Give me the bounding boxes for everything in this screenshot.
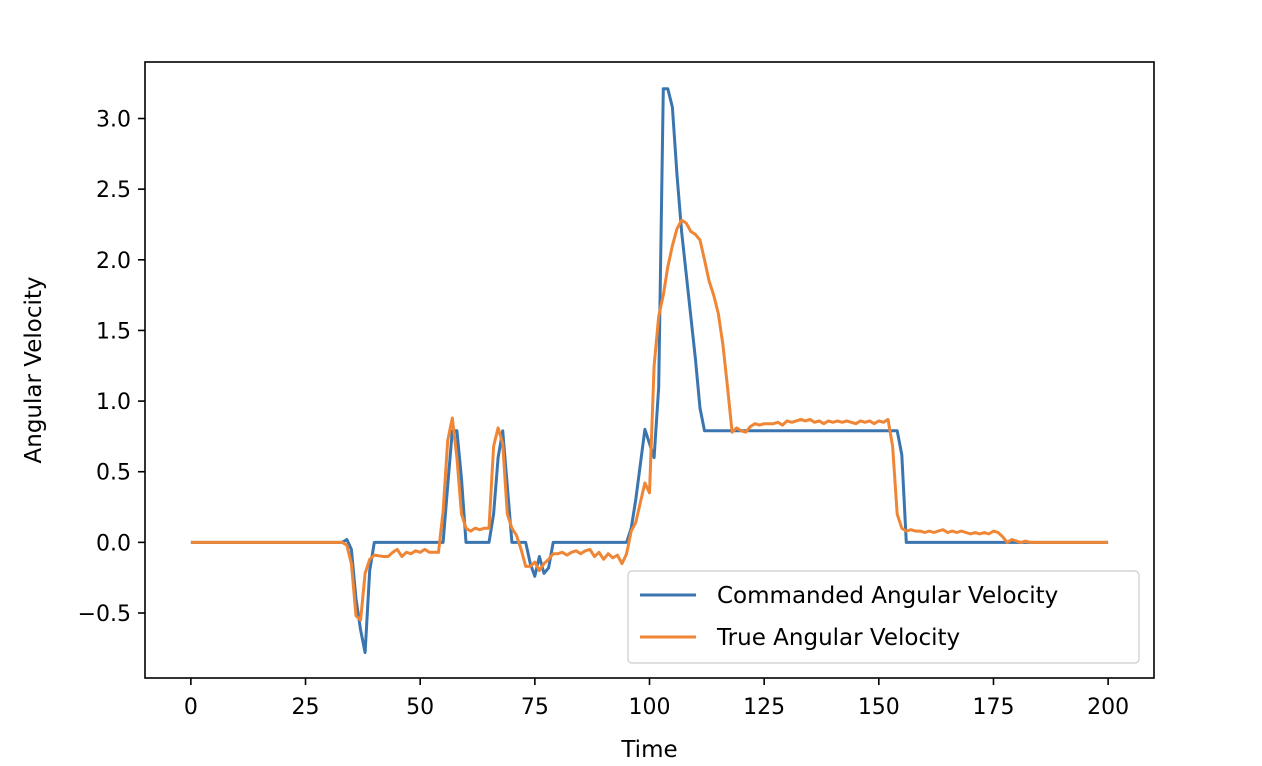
- y-axis-ticks: −0.5 0.0 0.5 1.0 1.5 2.0 2.5 3.0: [78, 108, 145, 627]
- plot-area: [190, 87, 1109, 655]
- y-tick-label: 3.0: [96, 108, 131, 133]
- legend: Commanded Angular Velocity True Angular …: [627, 570, 1140, 664]
- y-tick-label: 1.5: [96, 319, 131, 344]
- y-tick-label: 1.0: [96, 390, 131, 415]
- y-axis-title: Angular Velocity: [21, 277, 47, 464]
- series-line-true: [190, 218, 1109, 622]
- x-tick-label: 175: [972, 695, 1014, 720]
- x-tick-label: 100: [629, 695, 671, 720]
- y-tick-label: −0.5: [78, 602, 131, 627]
- legend-label-true: True Angular Velocity: [716, 625, 960, 651]
- x-tick-label: 75: [521, 695, 549, 720]
- y-tick-label: 2.0: [96, 249, 131, 274]
- x-axis-title: Time: [620, 737, 677, 763]
- x-tick-label: 150: [858, 695, 900, 720]
- y-tick-label: 0.0: [96, 531, 131, 556]
- x-tick-label: 25: [292, 695, 320, 720]
- legend-box: [627, 570, 1140, 664]
- x-tick-label: 50: [406, 695, 434, 720]
- x-tick-label: 125: [743, 695, 785, 720]
- legend-label-commanded: Commanded Angular Velocity: [717, 583, 1058, 609]
- y-tick-label: 2.5: [96, 178, 131, 203]
- x-tick-label: 0: [184, 695, 198, 720]
- series-line-commanded: [190, 87, 1109, 655]
- x-axis-ticks: 0 25 50 75 100 125 150 175 200: [184, 678, 1129, 720]
- y-tick-label: 0.5: [96, 461, 131, 486]
- x-tick-label: 200: [1087, 695, 1129, 720]
